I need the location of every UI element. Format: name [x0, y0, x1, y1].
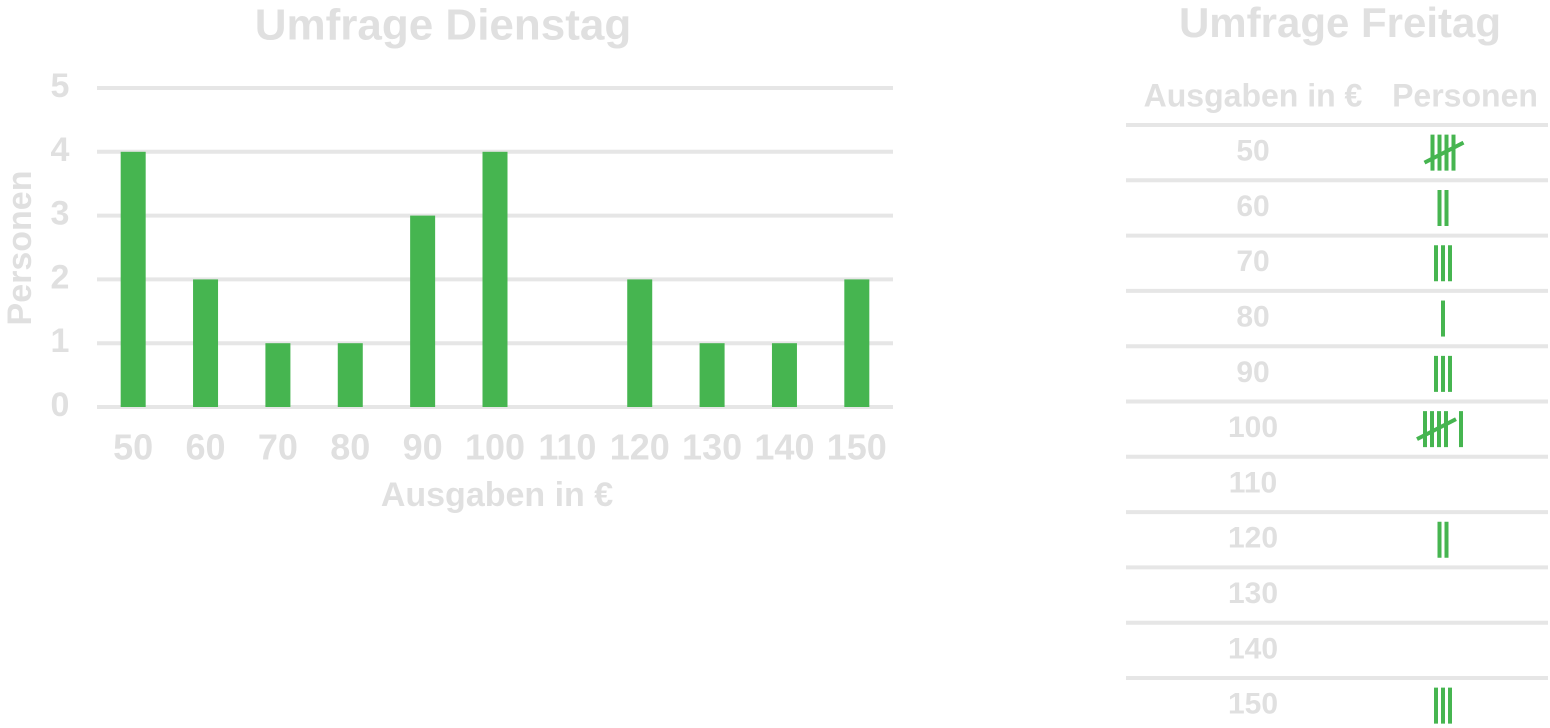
bar [699, 343, 725, 407]
x-tick-label: 80 [330, 427, 370, 468]
y-tick-label: 0 [51, 386, 70, 424]
row-label: 130 [1228, 577, 1278, 610]
bar [120, 151, 146, 407]
x-tick-label: 90 [403, 427, 443, 468]
tally [1423, 134, 1465, 171]
x-tick-label: 50 [113, 427, 153, 468]
x-tick-label: 70 [258, 427, 298, 468]
bar [410, 215, 436, 407]
tally [1434, 245, 1452, 282]
bar [627, 279, 653, 407]
column-header: Personen [1392, 77, 1538, 113]
tally [1434, 355, 1452, 392]
tally [1434, 687, 1452, 724]
row-label: 80 [1236, 300, 1269, 333]
tally [1416, 411, 1463, 448]
row-label: 60 [1236, 190, 1269, 223]
bar [482, 151, 508, 407]
bar [844, 279, 870, 407]
chart-title: Umfrage Dienstag [255, 1, 632, 50]
bar [771, 343, 797, 407]
column-header: Ausgaben in € [1144, 77, 1363, 113]
tally [1437, 521, 1449, 558]
table-title: Umfrage Freitag [1179, 0, 1501, 46]
x-tick-label: 140 [754, 427, 814, 468]
bar [337, 343, 363, 407]
row-label: 70 [1236, 245, 1269, 278]
x-tick-label: 120 [610, 427, 670, 468]
x-tick-label: 130 [682, 427, 742, 468]
x-axis-title: Ausgaben in € [381, 476, 613, 514]
row-label: 120 [1228, 522, 1278, 555]
row-label: 110 [1229, 466, 1277, 499]
x-tick-label: 100 [465, 427, 525, 468]
x-tick-label: 60 [186, 427, 226, 468]
row-label: 100 [1228, 411, 1278, 444]
y-axis-title: Personen [1, 171, 39, 326]
y-tick-label: 2 [51, 258, 70, 296]
bar [193, 279, 219, 407]
tally [1437, 189, 1449, 226]
row-label: 140 [1228, 632, 1278, 665]
bar [265, 343, 291, 407]
y-tick-label: 3 [51, 195, 70, 233]
row-label: 50 [1236, 135, 1269, 168]
x-tick-label: 110 [538, 427, 596, 468]
y-tick-label: 5 [51, 67, 70, 105]
x-tick-label: 150 [827, 427, 887, 468]
y-tick-label: 4 [51, 131, 70, 169]
row-label: 90 [1236, 356, 1269, 389]
y-tick-label: 1 [51, 322, 70, 360]
row-label: 150 [1228, 688, 1278, 721]
